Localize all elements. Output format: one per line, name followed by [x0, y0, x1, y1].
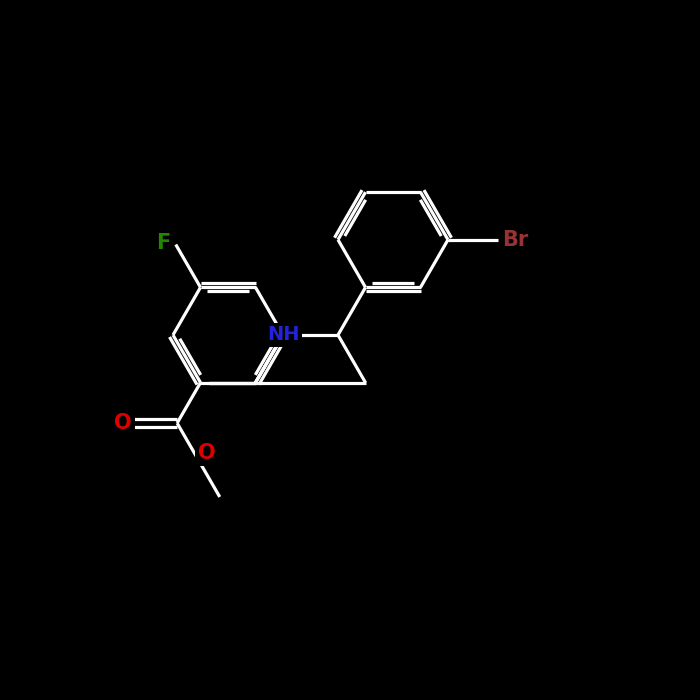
Text: O: O	[198, 443, 216, 463]
Text: O: O	[114, 413, 132, 433]
Text: Br: Br	[503, 230, 528, 250]
Text: NH: NH	[267, 326, 300, 344]
Text: F: F	[157, 232, 171, 253]
